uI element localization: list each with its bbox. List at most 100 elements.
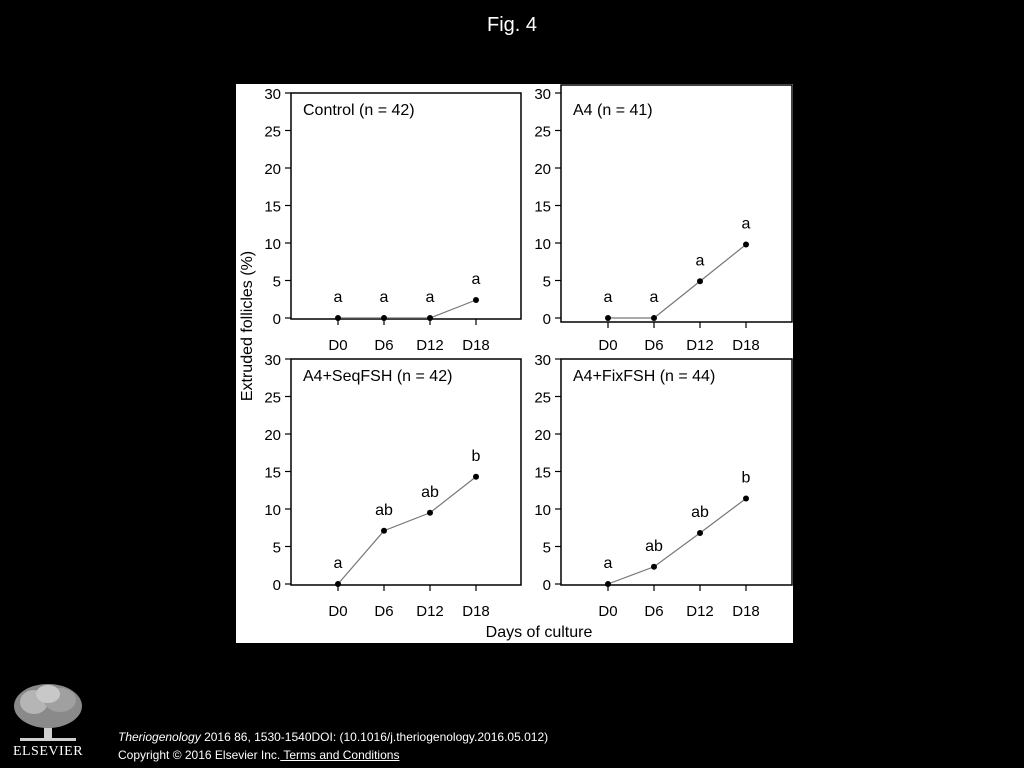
x-tick-label-a4-seqfsh-d18: D18 [462,603,490,620]
data-point-a4-seqfsh-d18 [473,473,479,480]
data-point-a4-d18 [743,241,749,248]
y-tick-label-a4-seqfsh-10: 10 [264,502,281,519]
data-point-a4-fixfsh-d6 [651,563,657,570]
y-tick-label-a4-5: 5 [543,274,551,291]
point-label-control-d18: a [472,271,481,288]
series-line-control [338,299,477,319]
x-tick-label-a4-d6: D6 [644,337,663,354]
data-point-control-d18 [473,297,479,303]
y-tick-label-control-0: 0 [273,311,281,328]
point-label-control-d12: a [426,289,435,306]
y-tick-label-a4-25: 25 [534,124,551,141]
y-tick-label-a4-seqfsh-15: 15 [264,465,281,482]
y-tick-label-a4-fixfsh-25: 25 [534,390,551,407]
citation-details: 2016 86, 1530-1540DOI: (10.1016/j.therio… [200,730,549,744]
point-label-a4-seqfsh-d6: ab [375,502,393,519]
data-point-control-d0 [335,315,341,321]
x-tick-label-a4-d12: D12 [686,337,714,354]
citation: Theriogenology 2016 86, 1530-1540DOI: (1… [118,730,548,744]
y-tick-label-control-20: 20 [264,161,281,178]
point-label-a4-d12: a [696,252,705,269]
x-tick-label-a4-seqfsh-d6: D6 [374,603,393,620]
data-point-a4-d6 [651,315,657,321]
chart-panel-a4: 0 5 10 15 20 25 30 D0 D6 D12 D18 A4 (n = 41) a a a a [534,84,793,354]
point-label-a4-d0: a [604,289,613,306]
copyright-text: Copyright © 2016 Elsevier Inc. [118,748,281,762]
y-axis-label: Extruded follicles (%) [239,251,256,401]
y-tick-label-a4-seqfsh-20: 20 [264,427,281,444]
point-label-a4-fixfsh-d18: b [742,470,751,487]
y-tick-label-a4-10: 10 [534,236,551,253]
point-label-a4-fixfsh-d12: ab [691,504,709,521]
y-tick-label-a4-seqfsh-30: 30 [264,352,281,369]
logo-wordmark: ELSEVIER [12,744,84,759]
point-label-a4-fixfsh-d6: ab [645,538,663,555]
chart-panel-a4-seqfsh: 0 5 10 15 20 25 30 D0 D6 D12 D18 A4+SeqFSH (n = 42)… [264,352,522,620]
x-tick-label-a4-fixfsh-d18: D18 [732,603,760,620]
y-tick-label-a4-fixfsh-10: 10 [534,502,551,519]
x-tick-label-control-d18: D18 [462,337,490,354]
data-point-a4-fixfsh-d18 [743,495,749,502]
data-point-a4-d12 [697,278,703,285]
y-tick-label-control-15: 15 [264,199,281,216]
point-label-a4-fixfsh-d0: a [604,555,613,572]
data-point-control-d12 [427,315,433,321]
plot-frame-control [290,92,522,320]
terms-and-conditions-link[interactable]: Terms and Conditions [280,748,400,762]
point-label-a4-d18: a [742,216,751,233]
series-line-a4 [608,244,747,319]
citation-journal: Theriogenology [118,730,201,744]
panel-title-a4-fixfsh: A4+FixFSH (n = 44) [573,368,715,385]
y-tick-label-a4-fixfsh-15: 15 [534,465,551,482]
chart-figure: 0 5 10 15 20 25 30 D0 D6 D12 D18 Control (n = 42) a a… [239,84,793,641]
data-point-a4-fixfsh-d0 [605,581,611,587]
point-label-control-d6: a [380,289,389,306]
x-tick-label-a4-fixfsh-d6: D6 [644,603,663,620]
x-tick-label-a4-seqfsh-d12: D12 [416,603,444,620]
y-tick-label-a4-seqfsh-0: 0 [273,577,281,594]
y-tick-label-a4-fixfsh-30: 30 [534,352,551,369]
y-tick-label-a4-15: 15 [534,199,551,216]
x-tick-label-control-d0: D0 [328,337,347,354]
x-tick-label-a4-fixfsh-d0: D0 [598,603,617,620]
point-label-a4-d6: a [650,289,659,306]
y-tick-label-control-30: 30 [264,86,281,103]
y-tick-label-a4-20: 20 [534,161,551,178]
x-tick-label-control-d6: D6 [374,337,393,354]
panel-title-a4: A4 (n = 41) [573,102,653,119]
y-tick-label-a4-fixfsh-5: 5 [543,540,551,557]
copyright-line: Copyright © 2016 Elsevier Inc. Terms and… [118,748,399,762]
figure-panel: 0 5 10 15 20 25 30 D0 D6 D12 D18 Control (n = 42) a a… [236,84,793,643]
y-tick-label-a4-seqfsh-5: 5 [273,540,281,557]
data-point-a4-seqfsh-d0 [335,581,341,587]
y-tick-label-a4-fixfsh-0: 0 [543,577,551,594]
data-point-control-d6 [381,315,387,321]
point-label-a4-seqfsh-d0: a [334,555,343,572]
series-line-a4-fixfsh [607,498,747,585]
y-tick-label-control-5: 5 [273,274,281,291]
y-tick-label-a4-30: 30 [534,86,551,103]
data-point-a4-seqfsh-d6 [381,527,387,534]
x-tick-label-a4-fixfsh-d12: D12 [686,603,714,620]
x-tick-label-a4-d18: D18 [732,337,760,354]
figure-title: Fig. 4 [486,14,538,36]
plot-frame-a4 [560,84,793,323]
chart-panel-a4-fixfsh: 0 5 10 15 20 25 30 D0 D6 D12 D18 A4+FixFSH (n = 44)… [534,352,793,620]
panel-title-a4-seqfsh: A4+SeqFSH (n = 42) [303,368,452,385]
point-label-control-d0: a [334,289,343,306]
point-label-a4-seqfsh-d12: ab [421,484,439,501]
y-tick-label-control-25: 25 [264,124,281,141]
y-tick-label-a4-fixfsh-20: 20 [534,427,551,444]
x-tick-label-a4-seqfsh-d0: D0 [328,603,347,620]
point-label-a4-seqfsh-d18: b [472,448,481,465]
y-tick-label-control-10: 10 [264,236,281,253]
plot-frame-a4-seqfsh [290,358,522,586]
x-tick-label-a4-d0: D0 [598,337,617,354]
data-point-a4-seqfsh-d12 [427,509,433,516]
series-line-a4-seqfsh [337,476,477,585]
panel-title-control: Control (n = 42) [303,102,415,119]
x-tick-label-control-d12: D12 [416,337,444,354]
y-tick-label-a4-0: 0 [543,311,551,328]
x-axis-label: Days of culture [486,624,593,641]
tree-icon [14,684,82,741]
